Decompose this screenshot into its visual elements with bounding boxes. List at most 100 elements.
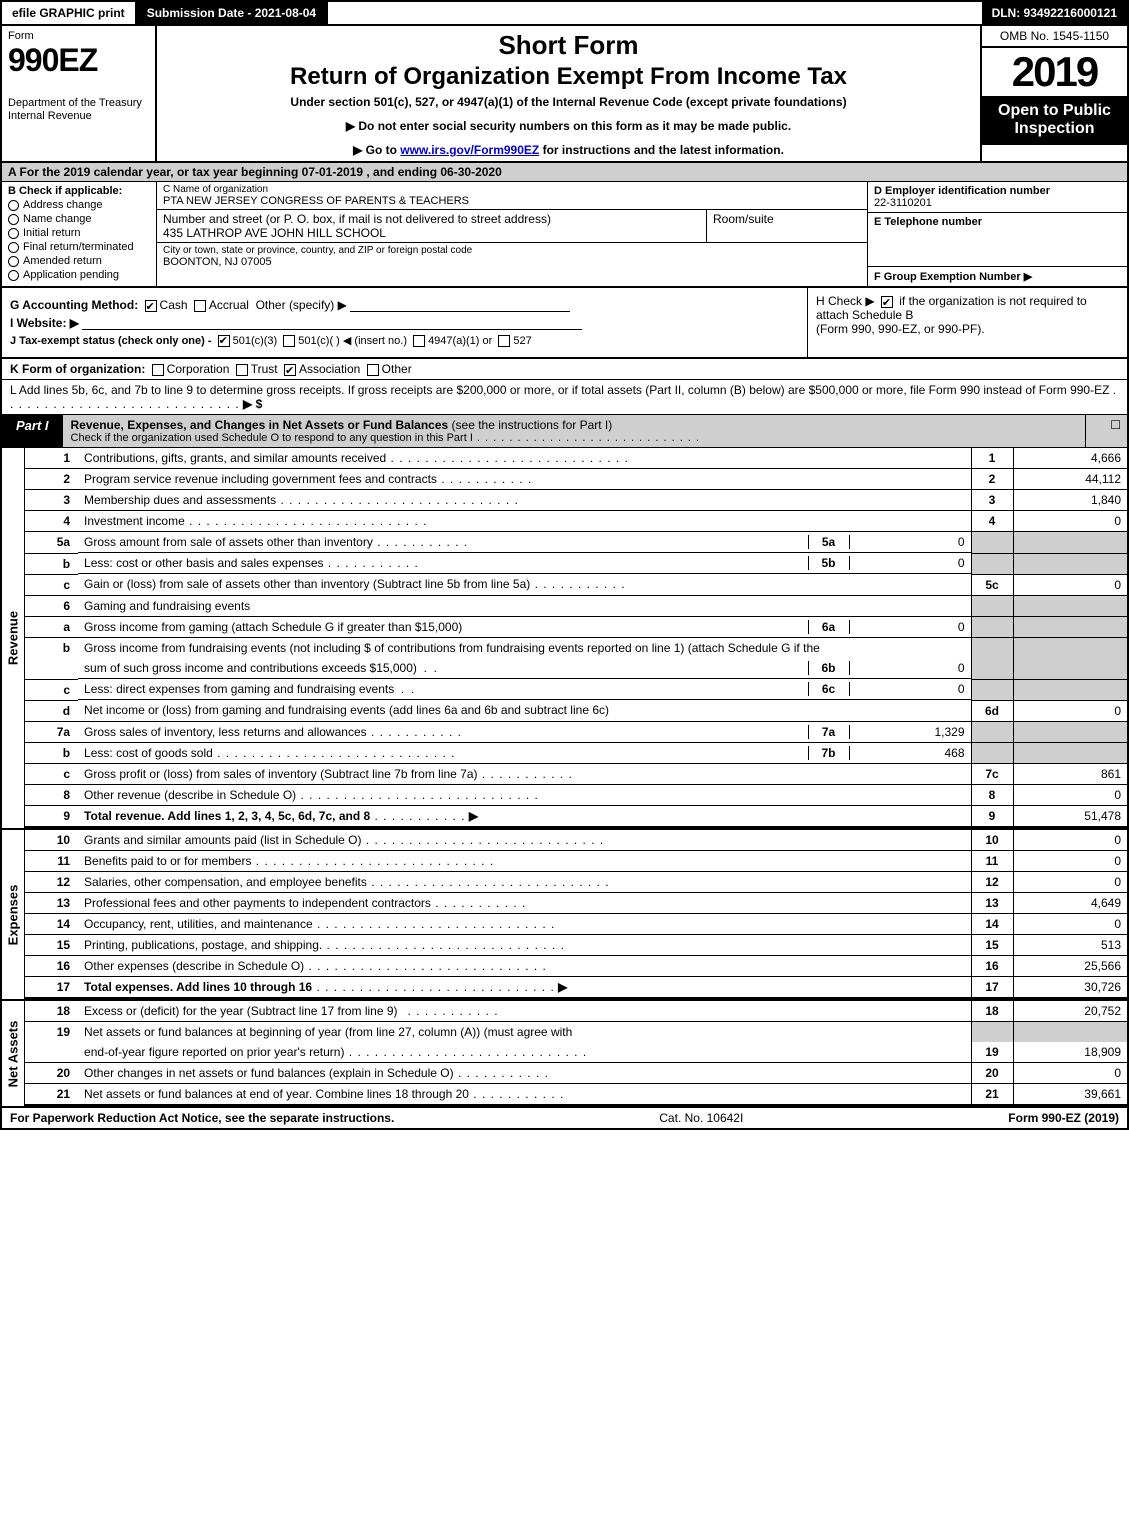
street-row: Number and street (or P. O. box, if mail… <box>157 210 867 243</box>
page-footer: For Paperwork Reduction Act Notice, see … <box>0 1108 1129 1130</box>
chk-other-org[interactable] <box>367 364 379 376</box>
val-9: 51,478 <box>1013 806 1128 828</box>
val-7b-shade <box>1013 743 1128 764</box>
txt-8: Other revenue (describe in Schedule O) <box>78 785 971 806</box>
omb-number: OMB No. 1545-1150 <box>982 26 1127 48</box>
num-2: 2 <box>971 469 1013 490</box>
chk-address-change[interactable]: Address change <box>8 199 150 211</box>
ln-19b <box>24 1042 78 1063</box>
val-14: 0 <box>1013 914 1128 935</box>
chk-corp[interactable] <box>152 364 164 376</box>
phone-label: E Telephone number <box>874 216 1121 228</box>
num-7a-shade <box>971 721 1013 743</box>
dept-treasury: Department of the Treasury Internal Reve… <box>8 97 149 123</box>
ln-18: 18 <box>24 1001 78 1022</box>
num-5c: 5c <box>971 574 1013 595</box>
txt-1: Contributions, gifts, grants, and simila… <box>78 448 971 469</box>
ein-cell: D Employer identification number 22-3110… <box>868 182 1127 213</box>
chk-amended-return-label: Amended return <box>23 255 102 267</box>
note2-post: for instructions and the latest informat… <box>539 143 784 157</box>
vlabel-expenses: Expenses <box>0 830 24 999</box>
sub-7a-n: 7a <box>808 725 850 739</box>
txt-7c: Gross profit or (loss) from sales of inv… <box>78 764 971 785</box>
num-20: 20 <box>971 1063 1013 1084</box>
sub-6c-v: 0 <box>850 682 965 696</box>
txt-4: Investment income <box>78 511 971 532</box>
group-exemption-cell: F Group Exemption Number ▶ <box>868 267 1127 286</box>
ln-8: 8 <box>24 785 78 806</box>
chk-name-change[interactable]: Name change <box>8 213 150 225</box>
sub-6b-v: 0 <box>850 661 965 675</box>
ln-6a: a <box>24 616 78 638</box>
val-12: 0 <box>1013 872 1128 893</box>
chk-h[interactable] <box>881 296 893 308</box>
row-10: 10Grants and similar amounts paid (list … <box>24 830 1128 851</box>
chk-amended-return[interactable]: Amended return <box>8 255 150 267</box>
ln-5c: c <box>24 574 78 595</box>
part1-o-box[interactable]: ☐ <box>1085 415 1127 447</box>
val-18: 20,752 <box>1013 1001 1128 1022</box>
chk-cash[interactable] <box>145 300 157 312</box>
chk-initial-return[interactable]: Initial return <box>8 227 150 239</box>
ln-12: 12 <box>24 872 78 893</box>
line-k: K Form of organization: Corporation Trus… <box>0 359 1129 380</box>
part1-check-line: Check if the organization used Schedule … <box>71 432 1077 444</box>
chk-501c[interactable] <box>283 335 295 347</box>
chk-trust[interactable] <box>236 364 248 376</box>
ln-6b: b <box>24 638 78 659</box>
org-name-value: PTA NEW JERSEY CONGRESS OF PARENTS & TEA… <box>163 195 861 207</box>
open-to-public: Open to Public Inspection <box>982 96 1127 145</box>
j-4947: 4947(a)(1) or <box>428 335 492 347</box>
b-title: B Check if applicable: <box>8 185 150 197</box>
part1-title-note: (see the instructions for Part I) <box>452 418 613 432</box>
sub-7b-v: 468 <box>850 746 965 760</box>
num-4: 4 <box>971 511 1013 532</box>
chk-application-pending[interactable]: Application pending <box>8 269 150 281</box>
dept-label: Department of the Treasury <box>8 97 142 109</box>
part1-tag: Part I <box>2 415 63 447</box>
chk-accrual[interactable] <box>194 300 206 312</box>
irs-link[interactable]: www.irs.gov/Form990EZ <box>400 143 539 157</box>
ln-9: 9 <box>24 806 78 828</box>
l-text: L Add lines 5b, 6c, and 7b to line 9 to … <box>10 383 1109 397</box>
num-9: 9 <box>971 806 1013 828</box>
efile-print-button[interactable]: efile GRAPHIC print <box>2 2 137 24</box>
submission-date-button[interactable]: Submission Date - 2021-08-04 <box>137 2 328 24</box>
chk-501c3[interactable] <box>218 335 230 347</box>
txt-6d: Net income or (loss) from gaming and fun… <box>78 700 971 721</box>
ln-6d: d <box>24 700 78 721</box>
row-5b: bLess: cost or other basis and sales exp… <box>24 553 1128 574</box>
txt-6: Gaming and fundraising events <box>78 595 971 616</box>
val-7a-shade <box>1013 721 1128 743</box>
note2-pre: ▶ Go to <box>353 143 400 157</box>
ln-19: 19 <box>24 1022 78 1043</box>
num-7c: 7c <box>971 764 1013 785</box>
sub-7a-v: 1,329 <box>850 725 965 739</box>
num-14: 14 <box>971 914 1013 935</box>
num-6c-shade <box>971 679 1013 700</box>
ln-7a: 7a <box>24 721 78 743</box>
room-cell: Room/suite <box>707 210 867 242</box>
g-label: G Accounting Method: <box>10 298 138 312</box>
chk-527[interactable] <box>498 335 510 347</box>
val-4: 0 <box>1013 511 1128 532</box>
k-assoc: Association <box>299 362 360 376</box>
row-15: 15Printing, publications, postage, and s… <box>24 935 1128 956</box>
chk-assoc[interactable] <box>284 364 296 376</box>
txt-5a: Gross amount from sale of assets other t… <box>78 532 970 553</box>
val-3: 1,840 <box>1013 490 1128 511</box>
num-19a-shade <box>971 1022 1013 1043</box>
txt-20: Other changes in net assets or fund bala… <box>78 1063 971 1084</box>
val-5b-shade <box>1013 553 1128 574</box>
row-7b: bLess: cost of goods sold7b468 <box>24 743 1128 764</box>
chk-final-return[interactable]: Final return/terminated <box>8 241 150 253</box>
row-6a: aGross income from gaming (attach Schedu… <box>24 616 1128 638</box>
sub-6a-n: 6a <box>808 620 850 634</box>
num-8: 8 <box>971 785 1013 806</box>
l-arrow: ▶ $ <box>243 397 262 411</box>
val-19: 18,909 <box>1013 1042 1128 1063</box>
chk-4947[interactable] <box>413 335 425 347</box>
val-19a-shade <box>1013 1022 1128 1043</box>
top-bar: efile GRAPHIC print Submission Date - 20… <box>0 0 1129 26</box>
g-accrual: Accrual <box>209 298 249 312</box>
